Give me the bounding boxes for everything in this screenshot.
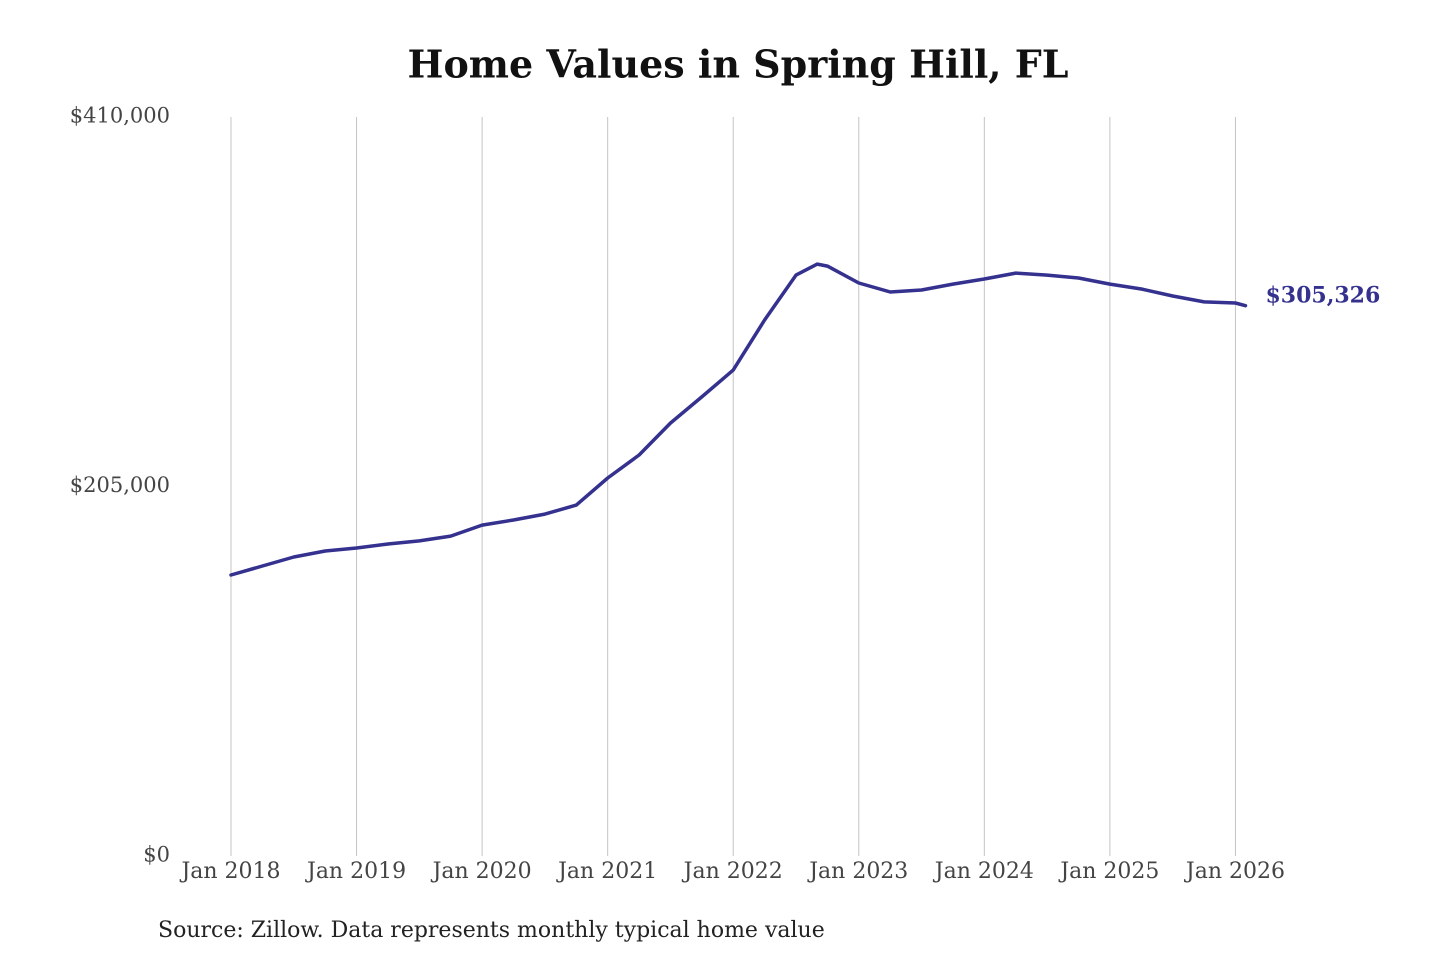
x-tick-label: Jan 2019 (305, 859, 406, 884)
x-tick-label: Jan 2022 (682, 859, 783, 884)
chart-title: Home Values in Spring Hill, FL (408, 42, 1069, 87)
value-label: $305,326 (1265, 283, 1380, 309)
x-tick-label: Jan 2018 (179, 859, 280, 884)
x-tick-label: Jan 2026 (1184, 859, 1285, 884)
x-tick-label: Jan 2021 (556, 859, 657, 884)
x-tick-label: Jan 2020 (431, 859, 532, 884)
x-tick-label: Jan 2023 (807, 859, 908, 884)
y-tick-label: $410,000 (70, 104, 170, 128)
source-note: Source: Zillow. Data represents monthly … (158, 918, 825, 943)
y-tick-label: $0 (143, 843, 170, 867)
y-tick-label: $205,000 (70, 473, 170, 497)
x-tick-label: Jan 2024 (933, 859, 1034, 884)
line-series (229, 262, 1248, 577)
x-tick-label: Jan 2025 (1058, 859, 1159, 884)
